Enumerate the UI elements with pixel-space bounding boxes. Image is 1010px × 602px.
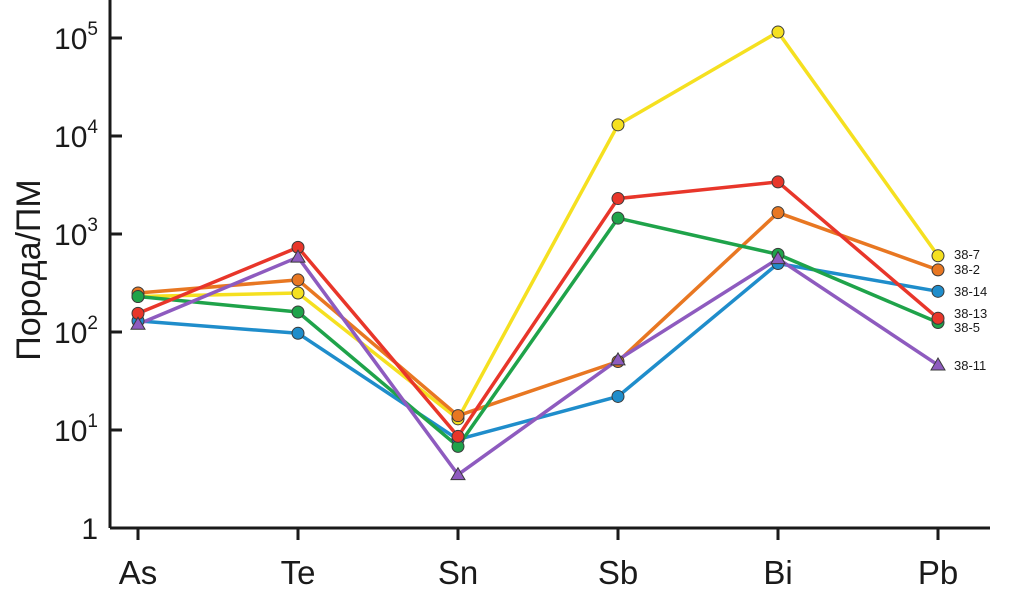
data-point-38-11 — [770, 250, 786, 265]
series-line-38-7 — [137, 30, 940, 421]
y-tick-label: 102 — [54, 313, 98, 350]
series-labels: 38-738-2 38-14 38-538-13 38-11 — [954, 247, 987, 373]
data-point-38-13 — [771, 175, 785, 189]
x-tick-label: As — [119, 554, 158, 591]
series-label-38-13: 38-13 — [954, 306, 987, 321]
x-tick-label: Sb — [598, 554, 638, 591]
x-tick-label: Bi — [763, 554, 792, 591]
series-label-38-2: 38-2 — [954, 262, 980, 277]
x-tick-label: Sn — [438, 554, 478, 591]
series-line-38-14 — [137, 261, 939, 442]
y-tick-label: 105 — [54, 19, 98, 56]
data-point-38-7 — [291, 286, 305, 300]
series-line-38-5 — [137, 216, 939, 449]
data-point-38-5 — [611, 211, 625, 225]
series-line-38-13 — [137, 180, 940, 439]
data-point-38-14 — [931, 284, 945, 298]
data-point-38-11 — [290, 249, 306, 263]
data-point-38-13 — [931, 311, 945, 325]
data-point-38-2 — [291, 273, 305, 287]
x-tick-label: Te — [281, 554, 316, 591]
y-tick-label: 101 — [54, 411, 98, 448]
data-point-38-14 — [611, 389, 625, 403]
y-tick-label: 103 — [54, 215, 98, 252]
data-point-38-11 — [450, 466, 466, 481]
data-point-38-11 — [130, 316, 146, 330]
series-label-38-5: 38-5 — [954, 320, 980, 335]
y-axis-label: Порода/ПМ — [10, 179, 48, 360]
series-markers — [130, 25, 946, 481]
data-point-38-7 — [931, 249, 945, 263]
series-label-38-7: 38-7 — [954, 247, 980, 262]
series-label-38-14: 38-14 — [954, 284, 987, 299]
y-tick-label: 104 — [54, 117, 98, 154]
data-point-38-11 — [610, 351, 626, 366]
data-point-38-2 — [771, 206, 785, 220]
y-tick-label: 1 — [81, 513, 98, 546]
series-line-38-2 — [137, 210, 939, 418]
data-point-38-13 — [611, 192, 625, 206]
series-lines — [137, 30, 940, 477]
data-point-38-7 — [611, 118, 625, 132]
data-point-38-11 — [930, 357, 946, 371]
series-line-38-11 — [137, 255, 939, 477]
series-label-38-11: 38-11 — [954, 358, 986, 373]
data-point-38-5 — [291, 305, 305, 319]
data-point-38-5 — [131, 290, 145, 304]
data-point-38-14 — [291, 326, 305, 340]
axes: 1 101 102 103 104 105 As Te Sn Sb Bi Pb — [54, 0, 990, 591]
data-point-38-13 — [451, 429, 465, 443]
x-tick-label: Pb — [918, 554, 958, 591]
data-point-38-2 — [451, 409, 465, 423]
data-point-38-7 — [771, 25, 785, 39]
data-point-38-2 — [931, 263, 945, 277]
